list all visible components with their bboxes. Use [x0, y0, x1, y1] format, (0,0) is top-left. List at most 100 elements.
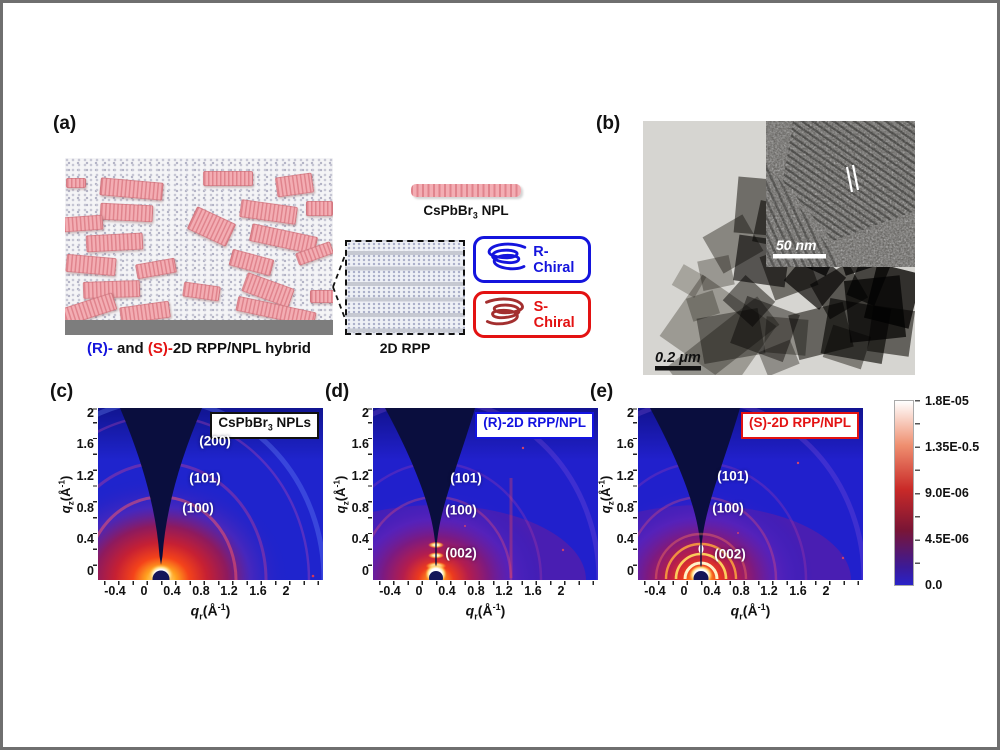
ring-label-101: (101) — [189, 470, 221, 486]
tem-nanoplatelet — [685, 290, 721, 322]
npl-platelet — [66, 178, 86, 188]
y-axis-label: qz(Å-1) — [597, 452, 616, 538]
ring-label-100: (100) — [712, 500, 744, 516]
tem-inset-hrtem: 50 nm — [766, 121, 915, 267]
tem-nanoplatelet — [809, 262, 869, 320]
colorbar-label: 1.35E-0.5 — [925, 440, 980, 454]
y-tick: 0.4 — [616, 532, 634, 546]
y-tick: 2 — [362, 406, 369, 420]
giwaxs-panel-d: (d) qz(Å-1) 2 1.6 1.2 0.8 0.4 0 — [323, 381, 633, 626]
r-chiral-legend: R- Chiral — [473, 236, 591, 283]
y-tick: 0.4 — [351, 532, 369, 546]
x-sub: r — [474, 611, 478, 622]
ring-label-002: (002) — [445, 545, 477, 561]
intensity-colorbar — [894, 400, 914, 586]
x-tick: 0 — [415, 584, 423, 598]
y-tick: 1.6 — [76, 437, 94, 451]
main-scalebar-label: 0.2 μm — [655, 350, 701, 366]
x-tick: 1.6 — [249, 584, 267, 598]
npl-platelet — [98, 177, 164, 201]
y-tick: 0 — [87, 564, 94, 578]
x-tick: -0.4 — [644, 584, 666, 598]
s-chiral-label: S- Chiral — [533, 298, 575, 331]
y-tick-marks — [93, 408, 97, 580]
tem-image: 50 nm 0.2 μm — [643, 121, 923, 396]
map-title-c: CsPbBr3 NPLs — [210, 412, 319, 439]
panel-c-label: (c) — [50, 381, 74, 402]
colorbar-label: 1.8E-05 — [925, 394, 969, 408]
tem-micrograph: 50 nm 0.2 μm — [643, 121, 923, 396]
npl-label-sub: 3 — [472, 210, 478, 221]
inset-scalebar — [773, 254, 826, 259]
x-sub: r — [199, 611, 203, 622]
lattice-fringe-marker — [845, 164, 860, 193]
x-tick-marks — [98, 581, 323, 585]
s-chiral-spiral-icon — [485, 297, 524, 326]
title-pre: (R)-2D RPP/NPL — [483, 415, 586, 430]
x-tick: -0.4 — [379, 584, 401, 598]
x-tick: 0.8 — [467, 584, 485, 598]
ring-label-002: (002) — [714, 546, 746, 562]
panel-a-label: (a) — [53, 113, 77, 134]
main-scalebar — [655, 366, 701, 371]
x-tick: 0.4 — [703, 584, 721, 598]
x-tick: 2 — [557, 584, 565, 598]
x-u2: ) — [500, 602, 506, 619]
x-tick: 1.6 — [789, 584, 807, 598]
tem-nanoplatelet — [867, 305, 915, 357]
npl-platelet — [65, 253, 117, 277]
r-chiral-spiral-icon — [487, 242, 527, 271]
tem-nanoplatelet — [722, 274, 776, 328]
x-axis-label: qr(Å-1) — [638, 602, 863, 621]
npl-platelet — [99, 202, 153, 222]
x-tick: 0.4 — [163, 584, 181, 598]
y-tick: 0 — [362, 564, 369, 578]
npl-platelet — [85, 232, 143, 252]
npl-label-text: CsPbBr — [423, 203, 473, 218]
title-sub: 3 — [267, 422, 273, 433]
r-chiral-label: R- Chiral — [533, 243, 575, 276]
y-tick: 2 — [627, 406, 634, 420]
colorbar-label: 4.5E-06 — [925, 532, 969, 546]
s-chiral-legend: S- Chiral — [473, 291, 591, 338]
x-u2: ) — [225, 602, 231, 619]
inset-scalebar-label: 50 nm — [776, 237, 816, 253]
title-post: NPLs — [272, 415, 311, 430]
panel-e-label: (e) — [590, 381, 614, 402]
giwaxs-panel-c: (c) qz(Å-1) 2 1.6 1.2 0.8 0.4 0 — [48, 381, 358, 626]
giwaxs-map-d: (R)-2D RPP/NPL (101) (100) (002) — [373, 408, 598, 580]
caption-s-part: (S)- — [147, 340, 173, 357]
x-tick: 1.2 — [495, 584, 513, 598]
npl-platelet — [135, 257, 177, 279]
x-tick: 0.8 — [192, 584, 210, 598]
y-u1: (Å — [332, 487, 348, 502]
y-tick: 0.8 — [616, 501, 634, 515]
x-tick: -0.4 — [104, 584, 126, 598]
x-tick: 0.8 — [732, 584, 750, 598]
x-u2: ) — [765, 602, 771, 619]
title-pre: CsPbBr — [218, 415, 268, 430]
npl-platelet — [203, 170, 253, 186]
colorbar-label: 0.0 — [925, 578, 943, 592]
y-tick-marks — [633, 408, 637, 580]
y-tick: 1.6 — [616, 437, 634, 451]
caption-r-part: (R)- — [87, 340, 113, 357]
tem-nanoplatelet — [733, 176, 775, 236]
x-tick: 1.2 — [760, 584, 778, 598]
x-u1: (Å — [742, 602, 758, 619]
2d-rpp-illustration — [345, 240, 465, 335]
caption-and-part: and — [112, 340, 148, 357]
y-u1: (Å — [57, 487, 73, 502]
y-tick: 0.4 — [76, 532, 94, 546]
y-tick: 1.2 — [76, 469, 94, 483]
x-tick: 0.4 — [438, 584, 456, 598]
x-sup: -1 — [757, 602, 766, 612]
npl-film-schematic — [65, 158, 333, 335]
x-axis-label: qr(Å-1) — [98, 602, 323, 621]
y-tick: 1.6 — [351, 437, 369, 451]
x-tick: 2 — [822, 584, 830, 598]
x-sym: q — [730, 602, 740, 619]
npl-platelet — [274, 172, 314, 198]
y-u1: (Å — [597, 487, 613, 502]
